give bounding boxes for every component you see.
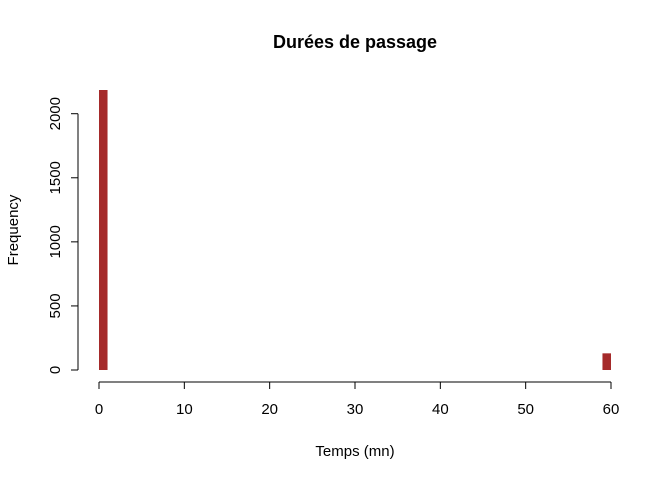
x-tick-label-4: 40 xyxy=(432,401,449,418)
y-axis-label: Frequency xyxy=(5,194,22,265)
y-tick-label-2: 1000 xyxy=(47,225,64,258)
y-tick-label-1: 500 xyxy=(47,293,64,318)
x-axis-label: Temps (mn) xyxy=(315,443,394,460)
y-tick-label-4: 2000 xyxy=(47,97,64,130)
y-tick-label-0: 0 xyxy=(47,366,64,374)
histogram-bar-1 xyxy=(602,353,611,370)
x-tick-label-6: 60 xyxy=(603,401,620,418)
x-tick-label-2: 20 xyxy=(261,401,278,418)
x-tick-label-1: 10 xyxy=(176,401,193,418)
histogram-bar-0 xyxy=(99,90,108,370)
bars-layer xyxy=(99,90,611,370)
x-tick-label-3: 30 xyxy=(347,401,364,418)
x-tick-label-0: 0 xyxy=(95,401,103,418)
y-axis: 0 500 1000 1500 2000 xyxy=(47,97,79,374)
y-tick-label-3: 1500 xyxy=(47,161,64,194)
chart-title: Durées de passage xyxy=(273,32,437,52)
x-axis: 0 10 20 30 40 50 60 xyxy=(95,381,620,418)
x-tick-label-5: 50 xyxy=(517,401,534,418)
